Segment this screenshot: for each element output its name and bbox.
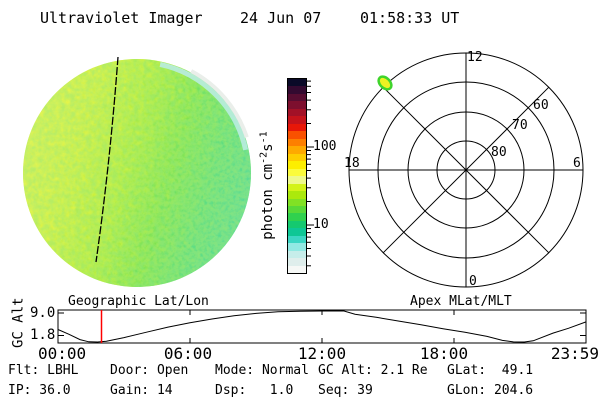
colorbar-band: [288, 265, 306, 274]
mlt-label-12: 12: [467, 50, 483, 65]
colorbar-band: [288, 86, 306, 94]
header-date: 24 Jun 07: [240, 9, 322, 27]
colorbar-band: [288, 243, 306, 251]
disk-rim-cyan-fringe: [159, 61, 249, 151]
polar-caption: Apex MLat/MLT: [410, 294, 512, 309]
status-ip: IP: 36.0: [8, 383, 71, 398]
status-seq: Seq: 39: [318, 383, 373, 398]
gc-alt-ytick-9: 9.0: [30, 305, 56, 321]
colorbar-unit-label: photon cm-2s-1: [244, 124, 293, 280]
status-gc-alt: GC Alt: 2.1 Re: [318, 363, 428, 378]
auroral-emission-spot: [377, 75, 393, 91]
colorbar-band: [288, 213, 306, 221]
colorbar-band: [288, 79, 306, 87]
unit-s: s: [260, 143, 277, 152]
xtick-0000: 00:00: [38, 344, 87, 363]
mlt-label-6: 6: [573, 156, 581, 171]
colorbar-band: [288, 168, 306, 177]
colorbar-band: [288, 108, 306, 117]
colorbar-band: [288, 101, 306, 109]
status-dsp: Dsp: 1.0: [215, 383, 294, 398]
uv-earth-disk-image: [23, 56, 251, 287]
colorbar-tick-label-10: 10: [313, 217, 329, 232]
colorbar-band: [288, 235, 306, 244]
gc-alt-ytick-1.8: 1.8: [30, 327, 56, 343]
colorbar-band: [288, 131, 306, 139]
mlat-label-70: 70: [512, 118, 528, 133]
colorbar-band: [288, 258, 306, 266]
disk-caption: Geographic Lat/Lon: [68, 294, 209, 309]
disk-noise-overlay-2: [23, 59, 251, 287]
header-time-ut: 01:58:33 UT: [360, 9, 460, 27]
unit-exp-2: -2: [258, 151, 270, 164]
status-flt: Flt: LBHL: [8, 363, 79, 378]
unit-exp-1: -1: [258, 131, 270, 144]
colorbar-band: [288, 220, 306, 229]
disk-meridian-line: [95, 56, 119, 263]
colorbar-band: [288, 161, 306, 169]
colorbar-band: [288, 198, 306, 206]
gc-alt-plot-ticks: [58, 310, 586, 343]
colorbar-band: [288, 146, 306, 154]
colorbar-band: [288, 138, 306, 147]
xtick-0600: 06:00: [163, 344, 213, 363]
colorbar-band: [288, 205, 306, 214]
colorbar-band: [288, 228, 306, 236]
apex-polar-plot: 12 18 6 0 80 70 60: [344, 50, 584, 289]
gc-alt-curve: [57, 310, 587, 343]
colorbar-band: [288, 191, 306, 199]
disk-rim-white-fringe: [190, 69, 249, 138]
status-mode: Mode: Normal: [215, 363, 309, 378]
xtick-1800: 18:00: [419, 344, 469, 363]
status-gain: Gain: 14: [110, 383, 173, 398]
colorbar-band: [288, 153, 306, 162]
unit-prefix: photon cm: [260, 163, 277, 240]
colorbar-band: [288, 183, 306, 192]
colorbar-band: [288, 93, 306, 102]
colorbar-tick-label-100: 100: [313, 139, 337, 154]
mlat-label-60: 60: [533, 98, 549, 113]
colorbar: [287, 78, 307, 274]
colorbar-band: [288, 176, 306, 184]
status-glat: GLat: 49.1: [447, 363, 534, 378]
colorbar-band: [288, 250, 306, 259]
xtick-1200: 12:00: [297, 344, 347, 363]
xtick-2359: 23:59: [550, 344, 599, 363]
status-glon: GLon: 204.6: [447, 383, 534, 398]
gc-alt-ylabel: GC Alt: [10, 297, 27, 348]
gc-alt-plot: [57, 309, 587, 344]
mlat-label-80: 80: [491, 145, 507, 160]
status-door: Door: Open: [110, 363, 189, 378]
mlt-label-18: 18: [344, 156, 360, 171]
colorbar-band: [288, 123, 306, 132]
mlt-label-0: 0: [469, 274, 477, 289]
page-title: Ultraviolet Imager: [40, 9, 203, 27]
colorbar-band: [288, 116, 306, 124]
colorbar-ticks: [307, 80, 314, 267]
mlt-diagonal-b: [382, 86, 550, 254]
